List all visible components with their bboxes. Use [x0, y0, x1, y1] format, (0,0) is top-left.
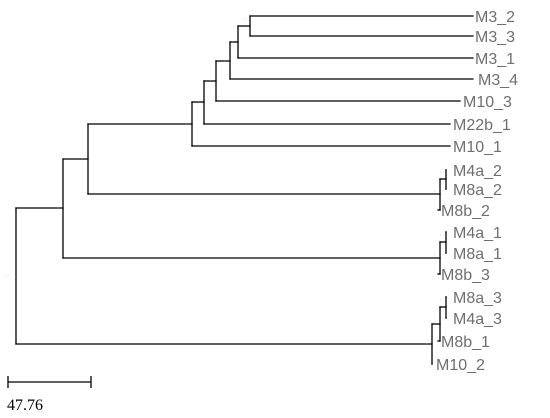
leaf-label: M3_1 — [475, 51, 515, 68]
leaf-label: M4a_2 — [453, 163, 502, 180]
leaf-label: M3_3 — [475, 29, 515, 46]
node-support-mark: . — [434, 251, 436, 257]
node-support-mark: . — [440, 169, 442, 175]
node-support-mark: . — [440, 296, 442, 302]
scale-bar: 47.76 — [7, 376, 92, 414]
leaf-label: M3_2 — [475, 9, 515, 26]
leaf-label: M8b_3 — [441, 267, 490, 284]
node-support-mark: . — [232, 38, 234, 44]
leaf-label: M4a_1 — [453, 225, 502, 242]
leaf-label: M8b_1 — [441, 334, 490, 351]
scale-bar-label: 47.76 — [7, 397, 43, 414]
leaf-label: M10_3 — [463, 94, 512, 111]
node-support-mark: . — [198, 98, 200, 104]
node-support-mark: . — [224, 57, 226, 63]
node-support-mark: . — [244, 15, 246, 21]
leaf-label: M22b_1 — [453, 117, 511, 134]
leaf-label: M8a_2 — [453, 182, 502, 199]
leaf-label: M8a_1 — [453, 246, 502, 263]
leaf-label: M10_1 — [453, 139, 502, 156]
node-support-mark: . — [57, 204, 59, 210]
node-support-mark: . — [426, 340, 428, 346]
scale-bar-line — [7, 376, 92, 388]
leaf-label: M3_4 — [478, 72, 518, 89]
node-support-mark: . — [440, 231, 442, 237]
node-support-mark: . — [8, 272, 10, 278]
node-support-mark: . — [82, 155, 84, 161]
leaf-label: M4a_3 — [453, 311, 502, 328]
root-mark: . — [5, 272, 7, 278]
node-support-mark: . — [210, 77, 212, 83]
node-support-mark: . — [434, 318, 436, 324]
leaf-label: M10_2 — [436, 357, 485, 374]
tree-node-marks: ................. — [5, 15, 442, 346]
node-support-mark: . — [186, 120, 188, 126]
tree-branches — [15, 15, 474, 365]
leaf-label: M8b_2 — [441, 203, 490, 220]
tree-leaf-labels: M3_2 M3_3 M3_1 M3_4 M10_3 M22b_1 M10_1 M4a_2 M8a… — [436, 9, 518, 374]
node-support-mark: . — [434, 188, 436, 194]
leaf-label: M8a_3 — [453, 290, 502, 307]
